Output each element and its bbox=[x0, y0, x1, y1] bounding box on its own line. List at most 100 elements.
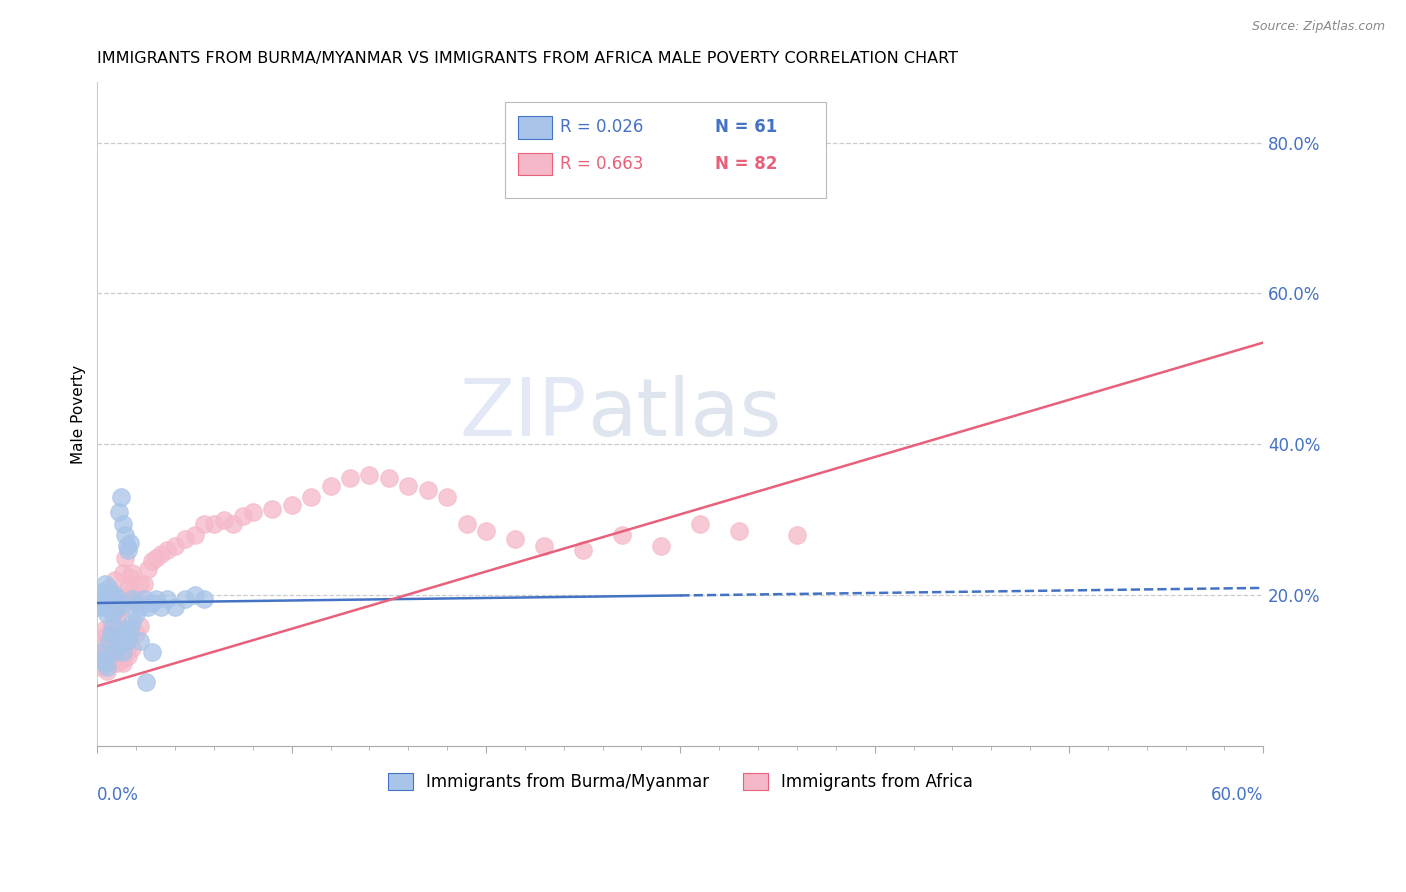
Point bbox=[115, 645, 138, 659]
Point bbox=[100, 648, 122, 663]
Point bbox=[105, 607, 128, 622]
Point bbox=[156, 592, 179, 607]
Point bbox=[173, 592, 195, 607]
Point bbox=[101, 607, 124, 622]
Point bbox=[111, 566, 134, 580]
Point bbox=[136, 562, 159, 576]
Point bbox=[94, 657, 117, 671]
Point bbox=[101, 638, 124, 652]
Point bbox=[101, 596, 124, 610]
Point bbox=[90, 633, 112, 648]
Point bbox=[533, 540, 555, 554]
Point bbox=[90, 645, 112, 659]
Point bbox=[107, 648, 129, 663]
Point bbox=[111, 657, 134, 671]
Point bbox=[129, 618, 152, 632]
Point bbox=[125, 592, 148, 607]
Text: 60.0%: 60.0% bbox=[1211, 786, 1264, 805]
Point bbox=[94, 599, 117, 614]
Text: IMMIGRANTS FROM BURMA/MYANMAR VS IMMIGRANTS FROM AFRICA MALE POVERTY CORRELATION: IMMIGRANTS FROM BURMA/MYANMAR VS IMMIGRA… bbox=[97, 51, 959, 66]
Point bbox=[107, 630, 129, 644]
Point bbox=[262, 501, 284, 516]
Point bbox=[132, 592, 155, 607]
Point bbox=[786, 173, 808, 187]
Point bbox=[114, 528, 136, 542]
Point bbox=[96, 664, 118, 678]
Point bbox=[436, 491, 458, 505]
Point bbox=[91, 652, 114, 666]
Point bbox=[121, 592, 143, 607]
Point bbox=[89, 599, 111, 614]
Point bbox=[105, 592, 128, 607]
Point bbox=[150, 547, 173, 561]
Point bbox=[101, 599, 124, 614]
Point bbox=[98, 645, 121, 659]
Point bbox=[416, 483, 439, 497]
Point bbox=[98, 633, 121, 648]
FancyBboxPatch shape bbox=[505, 102, 827, 198]
Point bbox=[94, 577, 117, 591]
Point bbox=[100, 626, 122, 640]
Point bbox=[141, 645, 163, 659]
Point bbox=[125, 626, 148, 640]
Point bbox=[475, 524, 498, 539]
Point bbox=[91, 596, 114, 610]
Point bbox=[91, 638, 114, 652]
Point bbox=[100, 618, 122, 632]
Point bbox=[727, 524, 749, 539]
Point bbox=[129, 633, 152, 648]
Point bbox=[378, 471, 401, 485]
Point bbox=[193, 516, 215, 531]
Point bbox=[141, 596, 163, 610]
Point bbox=[242, 505, 264, 519]
Point bbox=[98, 626, 121, 640]
Point bbox=[98, 599, 121, 614]
Point bbox=[94, 623, 117, 637]
Point bbox=[183, 528, 205, 542]
Point bbox=[280, 498, 302, 512]
Text: R = 0.026: R = 0.026 bbox=[560, 119, 644, 136]
Point bbox=[115, 540, 138, 554]
Point bbox=[572, 543, 595, 558]
Point bbox=[90, 660, 112, 674]
Point bbox=[105, 657, 128, 671]
Point bbox=[132, 577, 155, 591]
Point bbox=[145, 550, 167, 565]
Point bbox=[107, 505, 129, 519]
Point bbox=[111, 516, 134, 531]
Point bbox=[96, 630, 118, 644]
Point bbox=[114, 641, 136, 656]
Point bbox=[136, 599, 159, 614]
Point bbox=[90, 641, 112, 656]
Point bbox=[104, 645, 127, 659]
Point bbox=[117, 630, 139, 644]
Point bbox=[456, 516, 478, 531]
Point bbox=[193, 592, 215, 607]
Point bbox=[117, 581, 139, 595]
Point bbox=[96, 607, 118, 622]
Point bbox=[114, 623, 136, 637]
Point bbox=[319, 479, 342, 493]
Point bbox=[100, 626, 122, 640]
Point bbox=[104, 645, 127, 659]
Point bbox=[359, 467, 381, 482]
Point bbox=[94, 648, 117, 663]
Point bbox=[114, 550, 136, 565]
Point bbox=[91, 589, 114, 603]
Point bbox=[100, 603, 122, 617]
Point bbox=[110, 599, 132, 614]
Point bbox=[396, 479, 419, 493]
Point bbox=[129, 577, 152, 591]
Point bbox=[202, 516, 225, 531]
Point bbox=[117, 648, 139, 663]
Point bbox=[94, 652, 117, 666]
Point bbox=[115, 633, 138, 648]
Point bbox=[96, 589, 118, 603]
Point bbox=[232, 509, 254, 524]
Point bbox=[503, 532, 526, 546]
Point bbox=[110, 652, 132, 666]
Point bbox=[105, 615, 128, 629]
Point bbox=[89, 652, 111, 666]
Point bbox=[339, 471, 361, 485]
Point bbox=[165, 599, 187, 614]
